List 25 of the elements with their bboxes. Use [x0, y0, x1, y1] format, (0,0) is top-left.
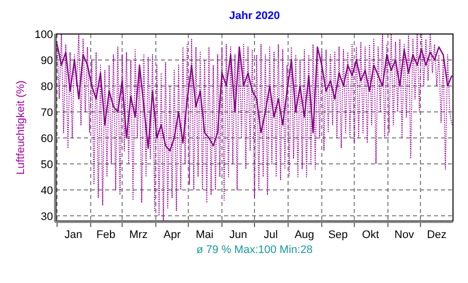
line-series	[56, 34, 452, 222]
x-tick-label: Mrz	[129, 229, 148, 241]
text: ø 79 % Max:100 Min:28	[196, 244, 313, 256]
x-tick-label: Dez	[426, 229, 447, 241]
x-tick-label: Apr	[164, 229, 181, 241]
y-axis-title: Luftfeuchtigkeit (%)	[15, 80, 27, 175]
chart-title: Jahr 2020	[229, 10, 280, 22]
x-tick-label: Nov	[394, 229, 414, 241]
y-tick-label: 50	[40, 158, 53, 171]
x-tick-label: Sep	[328, 229, 348, 241]
x-tick-label: Aug	[294, 229, 314, 241]
y-tick-label: 30	[40, 210, 53, 223]
x-tick-label: Okt	[362, 229, 380, 241]
y-tick-label: 90	[40, 54, 53, 67]
x-tick-label: Jun	[229, 229, 248, 241]
y-tick-label: 40	[40, 184, 53, 197]
line-series	[56, 44, 453, 152]
y-tick-label: 60	[40, 132, 53, 145]
y-tick-label: 70	[40, 106, 53, 119]
x-tick-label: Jul	[264, 229, 278, 241]
x-tick-label: Mai	[196, 229, 214, 241]
y-tick-label: 100	[34, 29, 53, 41]
y-tick-label: 80	[40, 80, 53, 93]
x-tick-label: Feb	[96, 229, 116, 241]
x-tick-label: Jan	[64, 229, 82, 241]
